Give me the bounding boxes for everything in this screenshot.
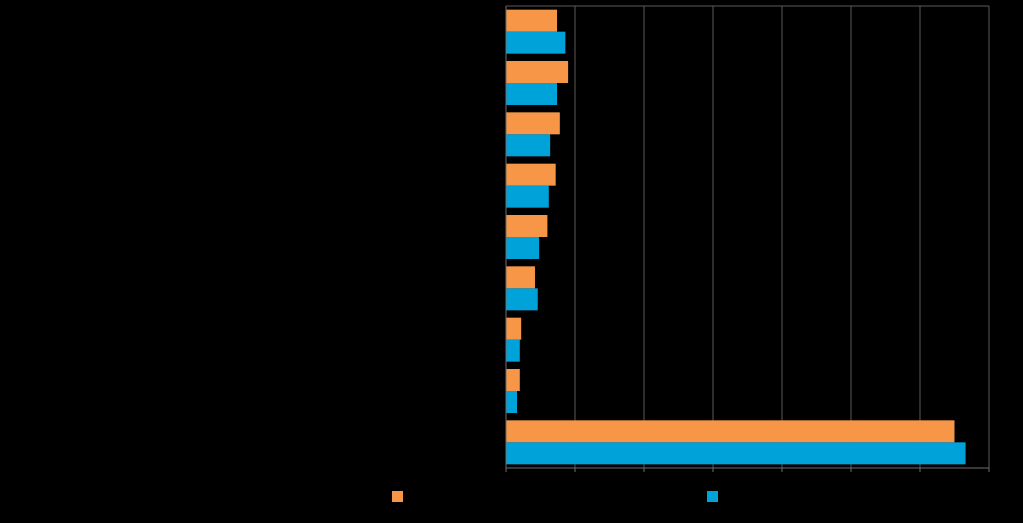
bar-series-1-cat-9 — [506, 420, 955, 443]
legend-swatch-series-1 — [392, 491, 403, 502]
bar-series-1-cat-2 — [506, 61, 569, 83]
bar-series-2-cat-3 — [506, 134, 551, 157]
bar-series-2-cat-4 — [506, 185, 549, 208]
bar-series-2-cat-2 — [506, 83, 558, 105]
bar-series-1-cat-4 — [506, 163, 556, 186]
bar-series-1-cat-8 — [506, 369, 520, 391]
bar-series-2-cat-6 — [506, 288, 538, 311]
bar-series-1-cat-6 — [506, 266, 535, 289]
bar-series-2-cat-1 — [506, 31, 566, 54]
bar-series-2-cat-7 — [506, 339, 520, 362]
bar-series-2-cat-8 — [506, 391, 518, 413]
chart-legend — [392, 491, 718, 502]
chart-grid — [506, 5, 990, 468]
chart-axes — [505, 6, 990, 472]
bar-series-1-cat-1 — [506, 9, 558, 32]
bar-series-2-cat-5 — [506, 237, 540, 259]
legend-swatch-series-2 — [707, 491, 718, 502]
bar-series-1-cat-7 — [506, 317, 522, 340]
bar-series-2-cat-9 — [506, 442, 966, 465]
bar-series-1-cat-3 — [506, 112, 560, 135]
bar-series-1-cat-5 — [506, 215, 548, 237]
chart-bars — [506, 9, 966, 465]
